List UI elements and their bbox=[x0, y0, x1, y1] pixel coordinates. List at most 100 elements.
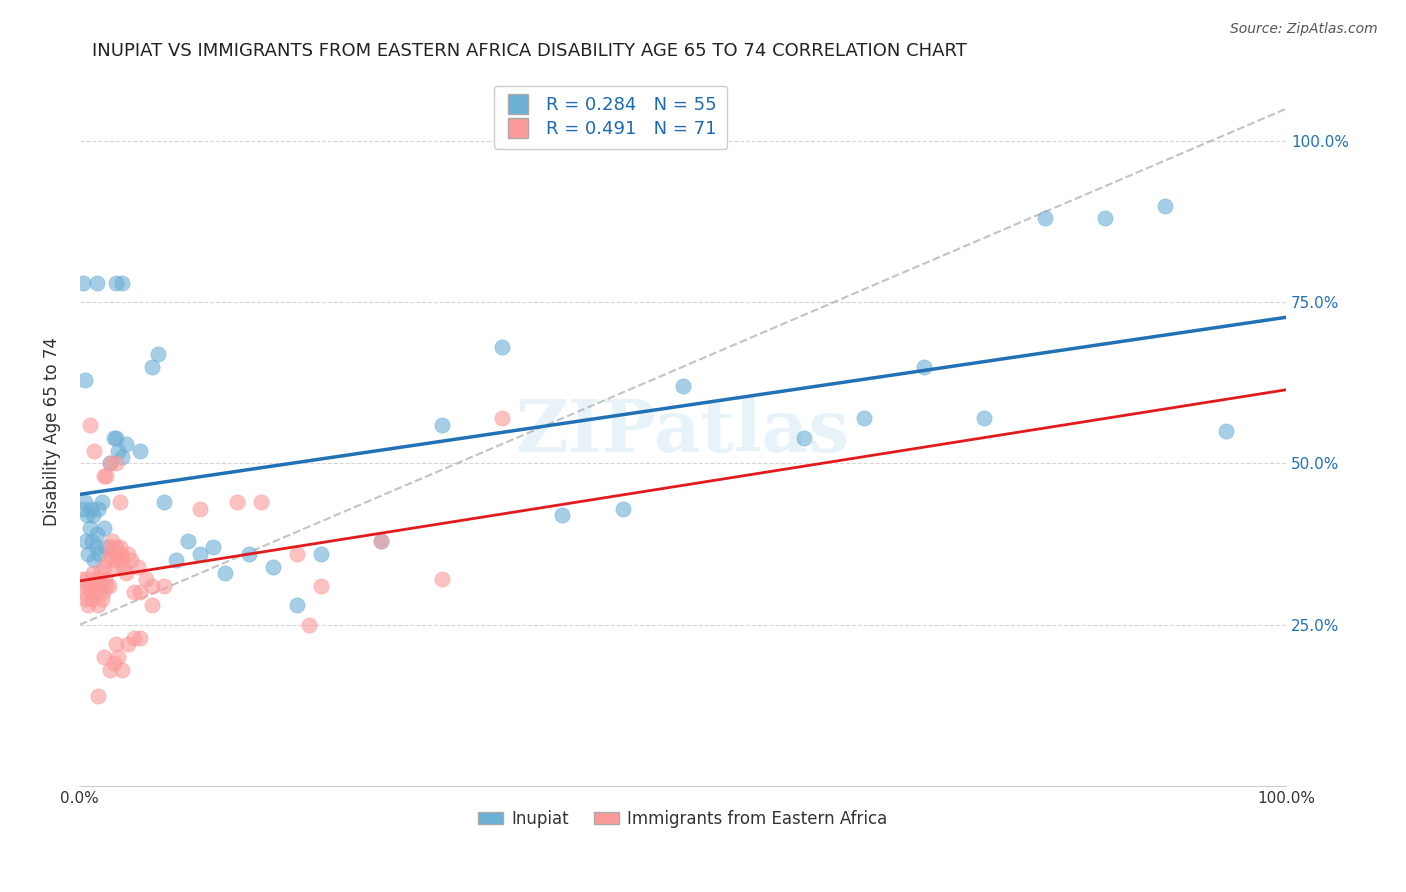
Point bbox=[84, 585, 107, 599]
Point bbox=[80, 585, 103, 599]
Point bbox=[83, 443, 105, 458]
Point bbox=[108, 540, 131, 554]
Y-axis label: Disability Age 65 to 74: Disability Age 65 to 74 bbox=[44, 337, 60, 525]
Text: INUPIAT VS IMMIGRANTS FROM EASTERN AFRICA DISABILITY AGE 65 TO 74 CORRELATION CH: INUPIAT VS IMMIGRANTS FROM EASTERN AFRIC… bbox=[91, 42, 967, 60]
Point bbox=[73, 373, 96, 387]
Point bbox=[105, 457, 128, 471]
Point bbox=[77, 547, 100, 561]
Point bbox=[285, 599, 308, 613]
Point bbox=[90, 495, 112, 509]
Point bbox=[97, 579, 120, 593]
Point bbox=[72, 501, 94, 516]
Point bbox=[430, 573, 453, 587]
Point bbox=[105, 431, 128, 445]
Point bbox=[80, 591, 103, 606]
Point bbox=[87, 501, 110, 516]
Point bbox=[127, 559, 149, 574]
Point bbox=[98, 457, 121, 471]
Point bbox=[72, 585, 94, 599]
Point bbox=[104, 547, 127, 561]
Point bbox=[107, 547, 129, 561]
Point bbox=[298, 617, 321, 632]
Point bbox=[93, 559, 115, 574]
Point bbox=[309, 547, 332, 561]
Point bbox=[83, 553, 105, 567]
Point bbox=[75, 533, 97, 548]
Point bbox=[86, 573, 108, 587]
Point bbox=[82, 508, 104, 522]
Point bbox=[491, 411, 513, 425]
Point bbox=[89, 566, 111, 580]
Point bbox=[370, 533, 392, 548]
Point bbox=[108, 495, 131, 509]
Point bbox=[105, 637, 128, 651]
Text: ZIPatlas: ZIPatlas bbox=[516, 396, 851, 467]
Point bbox=[430, 417, 453, 432]
Point bbox=[1033, 211, 1056, 226]
Point bbox=[107, 649, 129, 664]
Point bbox=[86, 527, 108, 541]
Point bbox=[551, 508, 574, 522]
Point bbox=[129, 631, 152, 645]
Point bbox=[87, 689, 110, 703]
Point bbox=[262, 559, 284, 574]
Point bbox=[96, 540, 118, 554]
Point bbox=[93, 469, 115, 483]
Point bbox=[103, 657, 125, 671]
Point bbox=[177, 533, 200, 548]
Point bbox=[90, 591, 112, 606]
Point bbox=[107, 443, 129, 458]
Point bbox=[141, 579, 163, 593]
Point bbox=[672, 379, 695, 393]
Point bbox=[111, 450, 134, 464]
Point bbox=[117, 637, 139, 651]
Point bbox=[225, 495, 247, 509]
Point bbox=[79, 579, 101, 593]
Point bbox=[135, 573, 157, 587]
Point bbox=[1215, 424, 1237, 438]
Point bbox=[94, 573, 117, 587]
Point bbox=[973, 411, 995, 425]
Point bbox=[238, 547, 260, 561]
Point bbox=[105, 276, 128, 290]
Point bbox=[1094, 211, 1116, 226]
Point bbox=[111, 276, 134, 290]
Point bbox=[98, 540, 121, 554]
Point bbox=[120, 553, 142, 567]
Point bbox=[73, 579, 96, 593]
Point bbox=[141, 359, 163, 374]
Point bbox=[96, 579, 118, 593]
Point bbox=[112, 559, 135, 574]
Point bbox=[190, 501, 212, 516]
Point bbox=[129, 585, 152, 599]
Point bbox=[103, 559, 125, 574]
Point bbox=[76, 573, 98, 587]
Point bbox=[105, 553, 128, 567]
Point bbox=[285, 547, 308, 561]
Point bbox=[93, 521, 115, 535]
Point bbox=[93, 649, 115, 664]
Point bbox=[852, 411, 875, 425]
Point bbox=[101, 533, 124, 548]
Point bbox=[110, 547, 132, 561]
Point bbox=[75, 591, 97, 606]
Point bbox=[80, 533, 103, 548]
Point bbox=[72, 276, 94, 290]
Point bbox=[79, 417, 101, 432]
Point bbox=[91, 585, 114, 599]
Point bbox=[153, 579, 176, 593]
Text: Source: ZipAtlas.com: Source: ZipAtlas.com bbox=[1230, 22, 1378, 37]
Point bbox=[79, 521, 101, 535]
Point bbox=[86, 276, 108, 290]
Point bbox=[912, 359, 935, 374]
Point bbox=[249, 495, 271, 509]
Point bbox=[612, 501, 634, 516]
Point bbox=[83, 579, 105, 593]
Point bbox=[100, 547, 122, 561]
Point bbox=[153, 495, 176, 509]
Point bbox=[114, 437, 136, 451]
Point bbox=[370, 533, 392, 548]
Point bbox=[77, 599, 100, 613]
Point bbox=[87, 599, 110, 613]
Point bbox=[114, 566, 136, 580]
